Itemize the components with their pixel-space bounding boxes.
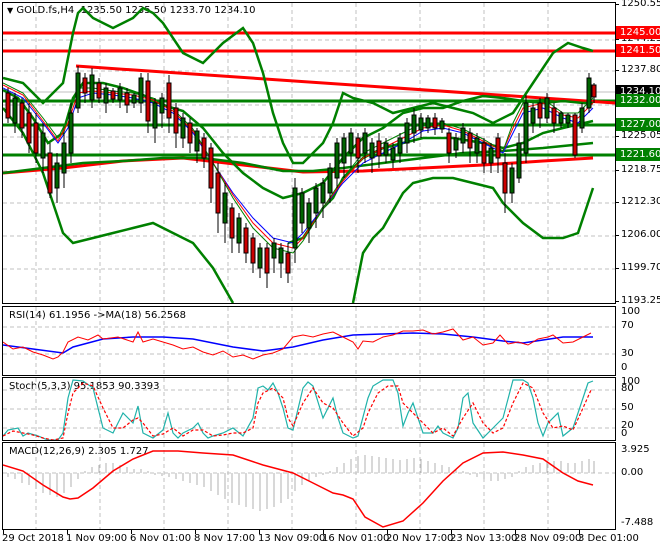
- time-label: 1 Nov 09:00: [66, 533, 128, 544]
- price-chart-canvas: [3, 3, 615, 303]
- stoch-tick: 20: [621, 420, 634, 431]
- triangle-down-icon[interactable]: ▼: [7, 6, 14, 15]
- price-tick: 1218.75: [621, 164, 660, 175]
- macd-tick: -7.488: [621, 517, 654, 528]
- rsi-tick: 0: [621, 362, 628, 373]
- macd-title: MACD(12,26,9) 2.305 1.727: [9, 446, 149, 457]
- time-label: 16 Nov 01:00: [322, 533, 390, 544]
- rsi-pane[interactable]: RSI(14) 61.1956 ->MA(18) 56.2568: [2, 306, 616, 376]
- stoch-canvas: [3, 378, 615, 440]
- stoch-title: Stoch(5,3,3) 95.1853 90.3393: [9, 381, 160, 392]
- level-tag-support: 1232.00: [616, 94, 660, 107]
- time-label: 20 Nov 17:00: [386, 533, 454, 544]
- stoch-tick: 0: [621, 428, 628, 439]
- macd-tick: 0.00: [621, 467, 644, 478]
- time-label: 6 Nov 01:00: [130, 533, 192, 544]
- stoch-tick: 100: [621, 376, 641, 387]
- stoch-tick: 80: [621, 383, 634, 394]
- price-tick: 1193.25: [621, 295, 660, 306]
- time-label: 23 Nov 13:00: [450, 533, 518, 544]
- stoch-axis: 100 80 50 20 0: [616, 376, 660, 441]
- price-pane[interactable]: ▼ GOLD.fs,H4 1235.50 1235.50 1233.70 123…: [2, 2, 616, 304]
- macd-axis: 3.925 0.00 -7.488: [616, 442, 660, 530]
- time-axis[interactable]: 29 Oct 2018 1 Nov 09:00 6 Nov 01:00 8 No…: [0, 530, 660, 550]
- rsi-axis: 100 70 30 0: [616, 306, 660, 376]
- ohlc-values: 1235.50 1235.50 1233.70 1234.10: [80, 5, 256, 16]
- stochastic-pane[interactable]: Stoch(5,3,3) 95.1853 90.3393: [2, 377, 616, 441]
- macd-pane[interactable]: MACD(12,26,9) 2.305 1.727: [2, 442, 616, 530]
- level-tag-support: 1221.60: [616, 148, 660, 161]
- rsi-tick: 30: [621, 348, 634, 359]
- macd-canvas: [3, 443, 615, 529]
- time-label: 13 Nov 09:00: [258, 533, 326, 544]
- rsi-tick: 70: [621, 320, 634, 331]
- price-tick: 1199.70: [621, 262, 660, 273]
- level-tag-resistance: 1241.50: [616, 44, 660, 57]
- time-label: 8 Nov 17:00: [194, 533, 256, 544]
- symbol-label: GOLD.fs,H4: [16, 5, 75, 16]
- price-tick: 1225.05: [621, 130, 660, 141]
- time-label: 3 Dec 01:00: [578, 533, 639, 544]
- price-tick: 1237.80: [621, 64, 660, 75]
- rsi-title: RSI(14) 61.1956 ->MA(18) 56.2568: [9, 310, 186, 321]
- level-tag-support: 1227.00: [616, 118, 660, 131]
- macd-tick: 3.925: [621, 444, 650, 455]
- price-tick: 1206.00: [621, 229, 660, 240]
- candles: [5, 66, 597, 288]
- stoch-tick: 50: [621, 402, 634, 413]
- rsi-canvas: [3, 307, 615, 375]
- price-axis[interactable]: 1250.55 1244.25 1237.80 1231.50 1225.05 …: [616, 0, 660, 306]
- time-label: 29 Oct 2018: [2, 533, 64, 544]
- price-tick: 1212.30: [621, 196, 660, 207]
- price-tick: 1250.55: [621, 0, 660, 9]
- time-label: 28 Nov 09:00: [514, 533, 582, 544]
- symbol-header: ▼ GOLD.fs,H4 1235.50 1235.50 1233.70 123…: [7, 5, 256, 16]
- rsi-tick: 100: [621, 306, 641, 317]
- level-tag-resistance: 1245.00: [616, 26, 660, 39]
